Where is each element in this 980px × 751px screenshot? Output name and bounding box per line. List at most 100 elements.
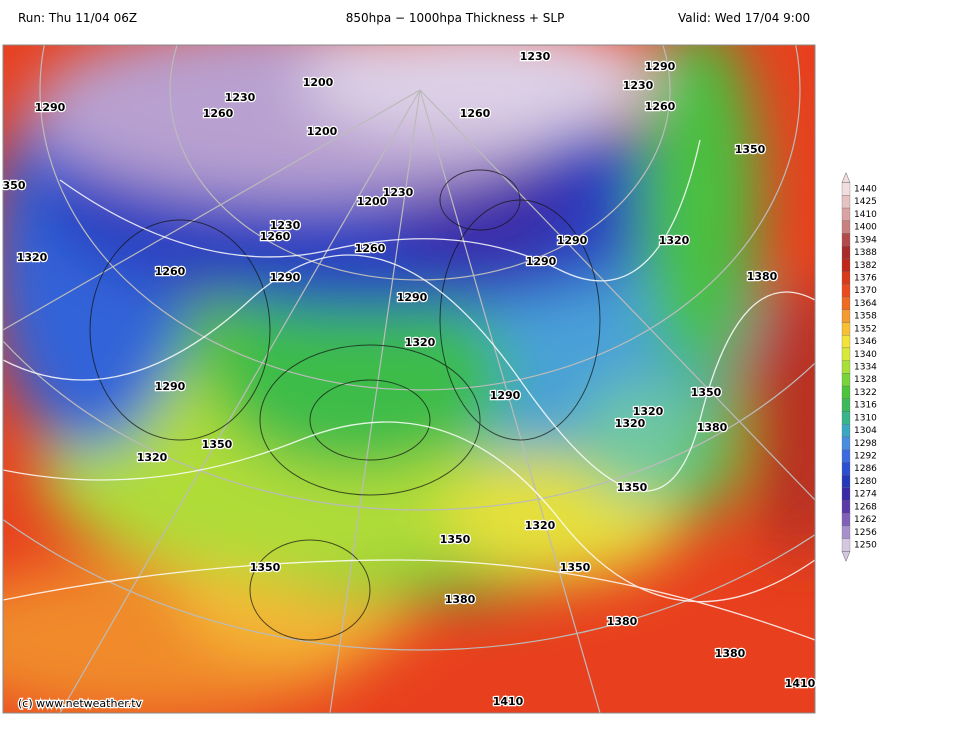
contour-label: 1260 <box>460 107 491 120</box>
contour-label: 1350 <box>617 481 648 494</box>
contour-label: 1350 <box>202 438 233 451</box>
legend-swatch <box>841 449 851 463</box>
legend-swatch <box>841 322 851 336</box>
legend-label: 1388 <box>854 248 877 258</box>
legend-swatch <box>841 195 851 209</box>
contour-label: 1260 <box>645 100 676 113</box>
contour-label: 1320 <box>405 336 436 349</box>
legend-label: 1256 <box>854 528 877 538</box>
legend-swatch <box>841 436 851 450</box>
contour-label: 1260 <box>260 230 291 243</box>
legend-swatch <box>841 474 851 488</box>
legend-label: 1286 <box>854 464 877 474</box>
contour-label: 1230 <box>270 219 301 232</box>
contour-label: 350 <box>3 179 26 192</box>
legend-label: 1410 <box>854 210 877 220</box>
legend-swatch <box>841 207 851 221</box>
legend-swatch <box>841 347 851 361</box>
contour-label: 1320 <box>17 251 48 264</box>
valid-label: Valid: Wed 17/04 9:00 <box>678 11 810 25</box>
legend-swatch <box>841 246 851 260</box>
legend-swatch <box>841 500 851 514</box>
contour-label: 1200 <box>307 125 338 138</box>
contour-label: 1230 <box>383 186 414 199</box>
contour-label: 1260 <box>155 265 186 278</box>
legend-label: 1298 <box>854 439 877 449</box>
contour-label: 1320 <box>633 405 664 418</box>
contour-label: 1320 <box>615 417 646 430</box>
legend-swatch <box>841 513 851 527</box>
contour-label: 1230 <box>225 91 256 104</box>
legend-swatch <box>841 233 851 247</box>
contour-label: 1290 <box>526 255 557 268</box>
legend-swatch <box>841 271 851 285</box>
legend-label: 1352 <box>854 324 877 334</box>
color-legend: 1440 1425 1410 1400 1394 1388 1382 1376 1370 1364… <box>841 171 877 563</box>
legend-label: 1340 <box>854 350 877 360</box>
legend-swatch <box>841 462 851 476</box>
legend-label: 1280 <box>854 477 877 487</box>
legend-swatch <box>841 360 851 374</box>
contour-label: 1200 <box>303 76 334 89</box>
contour-label: 1410 <box>493 695 524 708</box>
legend-arrow-bottom <box>841 551 851 563</box>
legend-swatch <box>841 385 851 399</box>
contour-label: 1290 <box>490 389 521 402</box>
contour-label: 1230 <box>623 79 654 92</box>
contour-label: 1230 <box>520 50 551 63</box>
legend-label: 1262 <box>854 515 877 525</box>
legend-label: 1440 <box>854 185 877 195</box>
map <box>3 45 815 713</box>
legend-swatch <box>841 309 851 323</box>
legend-label: 1346 <box>854 337 877 347</box>
copyright: (c) www.netweather.tv <box>18 697 143 710</box>
contour-label: 1290 <box>645 60 676 73</box>
legend-label: 1322 <box>854 388 877 398</box>
legend-label: 1316 <box>854 401 877 411</box>
legend-swatch <box>841 538 851 552</box>
contour-label: 1380 <box>697 421 728 434</box>
contour-label: 1350 <box>560 561 591 574</box>
legend-label: 1400 <box>854 223 877 233</box>
contour-label: 1290 <box>270 271 301 284</box>
legend-swatch <box>841 220 851 234</box>
legend-swatch <box>841 284 851 298</box>
legend-swatch <box>841 525 851 539</box>
legend-label: 1394 <box>854 235 877 245</box>
legend-label: 1292 <box>854 452 877 462</box>
contour-label: 1350 <box>735 143 766 156</box>
legend-swatch <box>841 373 851 387</box>
contour-label: 1290 <box>35 101 66 114</box>
legend-label: 1370 <box>854 286 877 296</box>
contour-label: 1320 <box>659 234 690 247</box>
contour-label: 1320 <box>137 451 168 464</box>
legend-swatch <box>841 182 851 196</box>
legend-swatch <box>841 296 851 310</box>
contour-label: 1380 <box>715 647 746 660</box>
map-frame <box>2 44 816 714</box>
contour-label: 1320 <box>525 519 556 532</box>
legend-arrow-top <box>841 171 851 183</box>
contour-label: 1200 <box>357 195 388 208</box>
legend-swatch <box>841 424 851 438</box>
map-title: 850hpa − 1000hpa Thickness + SLP <box>346 11 565 25</box>
legend-label: 1268 <box>854 502 877 512</box>
legend-label: 1250 <box>854 541 877 551</box>
contour-label: 1290 <box>557 234 588 247</box>
legend-label: 1364 <box>854 299 877 309</box>
legend-label: 1310 <box>854 413 877 423</box>
legend-label: 1274 <box>854 490 877 500</box>
legend-swatch <box>841 411 851 425</box>
contour-label: 1380 <box>607 615 638 628</box>
legend-label: 1358 <box>854 312 877 322</box>
contour-label: 1350 <box>250 561 281 574</box>
contour-label: 1290 <box>155 380 186 393</box>
legend-label: 1425 <box>854 197 877 207</box>
legend-label: 1334 <box>854 363 877 373</box>
contour-label: 1290 <box>397 291 428 304</box>
legend-label: 1328 <box>854 375 877 385</box>
legend-swatch <box>841 335 851 349</box>
contour-label: 1350 <box>440 533 471 546</box>
contour-label: 1260 <box>355 242 386 255</box>
